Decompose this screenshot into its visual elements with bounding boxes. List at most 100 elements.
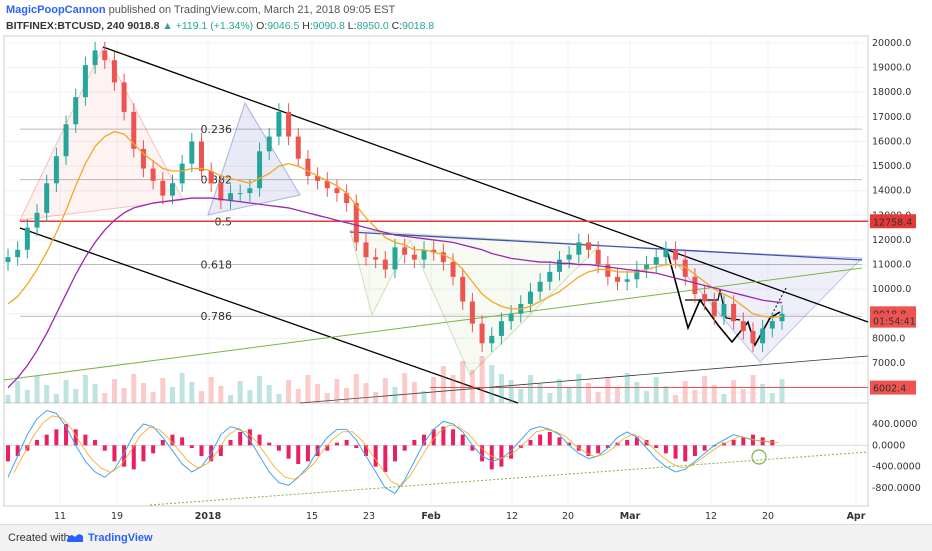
macd-histogram-bar	[151, 445, 156, 454]
macd-histogram-bar	[131, 445, 136, 470]
macd-histogram-bar	[460, 434, 465, 446]
volume-bar	[673, 395, 679, 403]
volume-bar	[237, 381, 243, 403]
macd-histogram-bar	[480, 445, 485, 462]
x-tick-label: 11	[54, 511, 66, 522]
y-tick-label: 20000.0	[872, 38, 911, 49]
volume-bar	[779, 379, 785, 403]
volume-bar	[440, 366, 446, 403]
candle-body	[595, 249, 601, 265]
y-tick-label: 15000.0	[872, 161, 911, 172]
candle-body	[653, 257, 659, 265]
support-line-black	[299, 355, 869, 404]
candle-body	[624, 279, 630, 282]
y-tick-label: 17000.0	[872, 112, 911, 123]
high-label: H:	[302, 20, 313, 32]
candle-body	[769, 321, 775, 329]
tradingview-brand[interactable]: TradingView	[88, 532, 153, 544]
volume-bar	[740, 389, 746, 403]
volume-bar	[247, 390, 253, 403]
candle-body	[421, 249, 427, 260]
tradingview-logo-icon	[67, 534, 83, 542]
y-tick-label: 8000.0	[872, 333, 905, 344]
volume-bar	[644, 391, 650, 403]
volume-bar	[324, 393, 330, 403]
macd-histogram-bar	[528, 440, 533, 446]
fib-level-label: 0.236	[201, 123, 233, 136]
candle-body	[111, 60, 117, 83]
macd-histogram-bar	[93, 440, 98, 446]
volume-bar	[24, 390, 30, 403]
candle-body	[305, 158, 311, 176]
candle-body	[663, 249, 669, 258]
candle-body	[537, 281, 543, 292]
volume-bar	[111, 379, 117, 403]
price-pane	[3, 35, 869, 404]
candle-body	[199, 141, 204, 171]
volume-bar	[450, 375, 456, 403]
macd-histogram-bar	[354, 445, 359, 448]
volume-bar	[373, 392, 379, 403]
price-tag-box	[870, 380, 916, 395]
volume-bar	[527, 375, 533, 403]
candle-body	[721, 303, 727, 317]
candle-body	[566, 254, 572, 260]
volume-bar	[702, 376, 708, 403]
volume-bar	[615, 387, 621, 403]
volume-bar	[692, 390, 698, 403]
macd-histogram-bar	[663, 445, 668, 454]
candle-body	[615, 276, 621, 282]
candle-body	[169, 183, 175, 196]
volume-bar	[518, 389, 524, 403]
macd-histogram-bar	[692, 445, 697, 456]
volume-bar	[257, 376, 263, 403]
macd-histogram-bar	[586, 445, 591, 456]
macd-histogram-bar	[305, 445, 310, 462]
candle-body	[189, 141, 195, 164]
candle-body	[373, 257, 379, 260]
symbol-name[interactable]: BITFINEX:BTCUSD, 240	[6, 20, 125, 32]
macd-histogram-bar	[112, 445, 117, 462]
volume-bar	[73, 389, 79, 403]
candle-body	[508, 313, 514, 322]
candle-body	[44, 183, 50, 213]
volume-bar	[315, 384, 321, 403]
macd-histogram-bar	[489, 445, 494, 470]
candle-body	[295, 136, 301, 159]
macd-histogram-bar	[64, 424, 69, 446]
macd-histogram-bar	[247, 429, 252, 446]
macd-pane	[3, 402, 869, 507]
candle-body	[634, 269, 640, 280]
macd-histogram-bar	[538, 434, 543, 446]
volume-bar	[34, 376, 40, 403]
candle-body	[73, 97, 79, 125]
price-tag-box	[870, 313, 916, 328]
time-axis[interactable]: 11 19 2018 15 23 Feb 12 20 Mar 12 20 Apr	[54, 511, 866, 522]
candle-body	[605, 264, 611, 277]
candle-body	[586, 242, 591, 250]
volume-bar	[121, 388, 127, 403]
macd-histogram-bar	[267, 442, 272, 446]
candle-body	[779, 313, 785, 322]
volume-bar	[353, 374, 359, 403]
volume-bar	[53, 394, 59, 403]
candle-body	[324, 180, 330, 189]
macd-histogram-bar	[673, 445, 678, 459]
volume-bar	[276, 394, 282, 403]
volume-bar	[266, 385, 272, 403]
candle-body	[498, 321, 504, 336]
author-link[interactable]: MagicPoopCannon	[6, 4, 106, 16]
volume-bar	[721, 394, 727, 403]
candle-body	[469, 301, 475, 324]
low-label: L:	[347, 20, 357, 32]
volume-bar	[547, 393, 553, 403]
macd-histogram-bar	[189, 445, 194, 448]
macd-histogram-bar	[741, 437, 746, 446]
volume-bar	[402, 373, 408, 403]
macd-histogram-bar	[683, 445, 688, 462]
macd-histogram-bar	[296, 445, 301, 464]
macd-histogram-bar	[344, 440, 349, 446]
resistance-line-blue	[349, 231, 863, 261]
macd-histogram-bar	[499, 445, 504, 467]
